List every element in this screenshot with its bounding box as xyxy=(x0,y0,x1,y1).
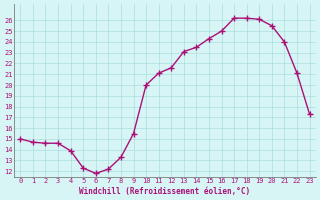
X-axis label: Windchill (Refroidissement éolien,°C): Windchill (Refroidissement éolien,°C) xyxy=(79,187,251,196)
